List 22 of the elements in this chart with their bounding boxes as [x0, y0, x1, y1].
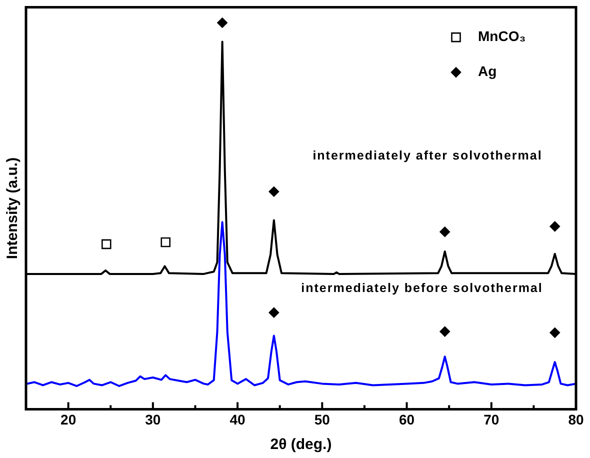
point [440, 326, 450, 337]
x-tick-label: 80 [568, 411, 584, 428]
x-tick-label: 50 [314, 411, 330, 428]
point [268, 307, 280, 318]
x-tick-label: 40 [230, 411, 246, 428]
point [160, 237, 171, 248]
point [550, 328, 560, 338]
x-tick-label: 30 [145, 411, 161, 428]
x-tick-label: 60 [398, 411, 415, 428]
x-tick-label: 20 [60, 411, 76, 428]
y-axis-title: Intensity (a.u.) [4, 157, 22, 260]
legend-label: MnCO₃ [478, 28, 526, 44]
x-axis-title: 2θ (deg.) [270, 436, 332, 454]
point [550, 221, 560, 232]
annotation: intermediately before solvothermal [301, 281, 543, 296]
point [217, 18, 228, 28]
annotation: intermediately after solvothermal [312, 148, 542, 162]
x-tick-label: 70 [484, 411, 500, 428]
point [440, 226, 450, 237]
legend-label: Ag [478, 63, 497, 80]
point [268, 186, 280, 197]
point [101, 239, 112, 250]
